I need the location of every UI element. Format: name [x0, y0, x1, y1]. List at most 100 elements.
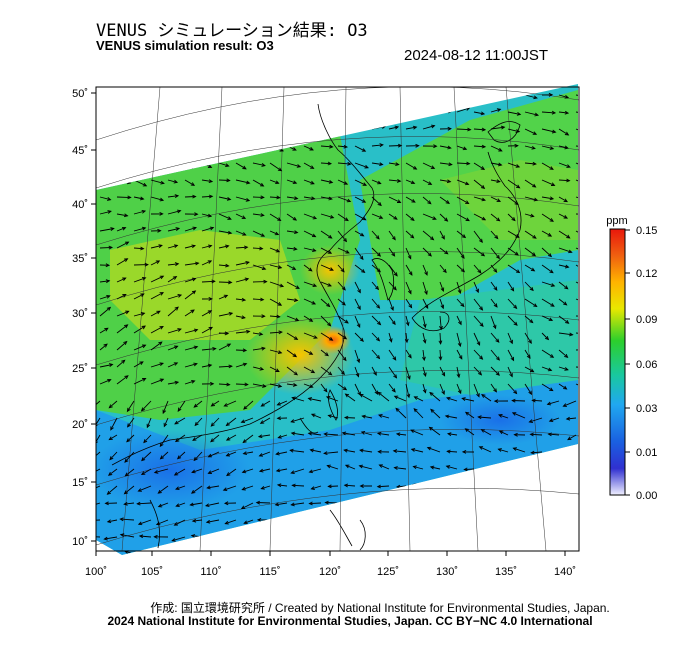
wind-arrow-head — [124, 241, 130, 246]
wind-arrow — [405, 332, 408, 343]
wind-arrow — [184, 94, 195, 105]
wind-arrow — [96, 519, 101, 521]
wind-arrow-head — [360, 232, 365, 237]
wind-arrow — [320, 315, 331, 327]
wind-arrow — [514, 518, 526, 521]
wind-arrow-head — [174, 345, 179, 350]
wind-arrow-head — [429, 236, 435, 241]
wind-arrow-head — [292, 216, 298, 221]
wind-arrow-head — [564, 285, 569, 290]
wind-arrow — [558, 281, 568, 290]
wind-arrow — [462, 397, 475, 402]
wind-arrow — [413, 501, 424, 504]
wind-arrow-head — [532, 183, 537, 188]
wind-arrow — [507, 281, 514, 292]
wind-arrow-head — [311, 92, 317, 97]
wind-arrow — [439, 264, 447, 273]
wind-arrow — [320, 383, 328, 392]
wind-arrow — [252, 230, 265, 237]
wind-arrow-head — [293, 246, 298, 251]
wind-arrow-head — [162, 409, 167, 415]
wind-arrow-head — [478, 519, 483, 524]
wind-arrow — [394, 395, 407, 402]
wind-arrow-head — [429, 465, 435, 470]
wind-arrow — [192, 434, 203, 441]
wind-arrow-head — [480, 429, 486, 433]
wind-arrow-head — [225, 422, 230, 427]
wind-arrow-head — [549, 218, 554, 222]
wind-arrow — [558, 264, 569, 268]
wind-arrow — [405, 366, 411, 380]
wind-arrow — [507, 179, 520, 189]
wind-arrow-head — [292, 535, 298, 540]
wind-arrow — [512, 553, 526, 555]
wind-arrow-head — [188, 165, 194, 170]
wind-arrow-head — [262, 384, 267, 388]
wind-arrow-head — [278, 330, 283, 335]
wind-arrow — [99, 295, 110, 300]
wind-arrow-head — [191, 290, 197, 295]
wind-arrow-head — [311, 300, 317, 305]
wind-arrow — [524, 332, 532, 344]
wind-arrow-head — [272, 534, 278, 539]
wind-arrow — [405, 196, 416, 203]
wind-arrow-head — [362, 93, 367, 98]
wind-arrow-head — [513, 390, 518, 395]
wind-arrow — [201, 280, 215, 283]
wind-arrow-head — [240, 419, 246, 424]
wind-arrow-head — [448, 162, 453, 167]
wind-arrow — [226, 417, 237, 426]
lat-label: 10˚ — [72, 536, 88, 548]
wind-arrow-head — [457, 389, 462, 395]
wind-arrow — [116, 179, 131, 184]
wind-arrow-head — [585, 332, 588, 335]
wind-arrow-head — [278, 556, 282, 559]
wind-arrow — [490, 298, 498, 308]
wind-arrow — [524, 298, 537, 307]
wind-arrow-head — [509, 373, 513, 378]
wind-arrow-head — [447, 126, 452, 131]
wind-arrow-head — [498, 147, 503, 152]
wind-arrow — [461, 536, 475, 542]
wind-arrow-head — [410, 217, 415, 222]
wind-arrow-head — [244, 382, 249, 387]
wind-arrow — [371, 179, 381, 185]
wind-arrow-head — [193, 403, 198, 408]
wind-arrow-head — [276, 130, 282, 134]
wind-arrow — [277, 519, 288, 521]
wind-arrow — [150, 378, 164, 385]
wind-arrow — [456, 349, 463, 360]
wind-arrow — [473, 366, 482, 376]
lat-label: 30˚ — [72, 308, 88, 320]
wind-arrow — [294, 519, 305, 524]
longitude-labels: 100˚ 105˚ 110˚ 115˚ 120˚ 125˚ 130˚ 135˚ … — [85, 566, 576, 578]
wind-arrow — [507, 94, 520, 97]
wind-arrow-head — [438, 356, 443, 361]
wind-arrow — [269, 315, 280, 318]
wind-arrow-head — [89, 551, 93, 554]
wind-arrow — [184, 309, 195, 317]
wind-arrow-head — [308, 351, 314, 355]
wind-arrow-head — [549, 166, 554, 170]
wind-arrow — [388, 315, 396, 325]
wind-arrow-head — [207, 213, 213, 218]
wind-arrow — [327, 465, 339, 470]
wind-arrow-head — [307, 520, 312, 524]
wind-arrow — [513, 447, 526, 453]
wind-arrow-head — [466, 161, 471, 166]
wind-arrow-head — [586, 348, 589, 351]
wind-arrow — [371, 230, 380, 240]
wind-arrow-head — [106, 294, 111, 299]
wind-arrow-head — [458, 355, 463, 360]
wind-arrow-head — [259, 182, 265, 187]
wind-arrow-head — [138, 116, 143, 121]
wind-arrow-head — [175, 227, 181, 231]
wind-arrow — [456, 107, 470, 113]
wind-arrow-head — [480, 503, 485, 508]
wind-arrow-head — [174, 380, 180, 385]
wind-arrow — [388, 230, 396, 240]
wind-arrow — [422, 332, 426, 343]
wind-arrow-head — [464, 428, 469, 433]
wind-arrow-head — [290, 470, 295, 475]
wind-arrow — [116, 359, 125, 368]
